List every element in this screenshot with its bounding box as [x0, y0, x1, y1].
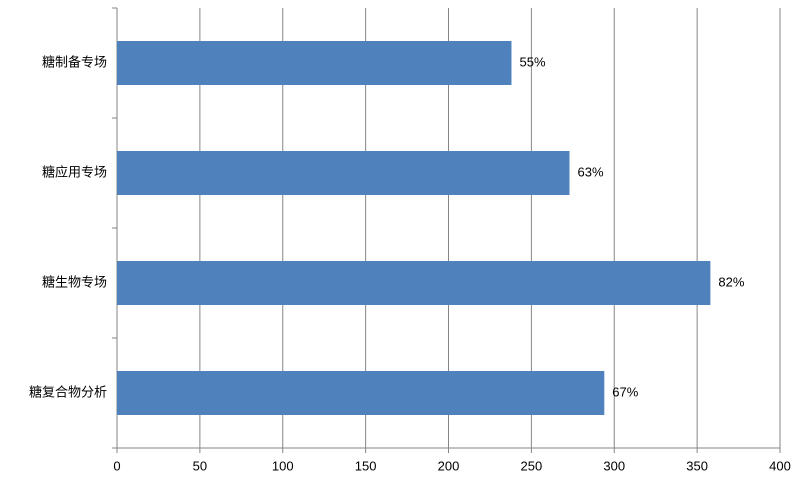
- x-tick-label: 100: [272, 458, 294, 473]
- x-tick-label: 300: [603, 458, 625, 473]
- x-tick-label: 350: [686, 458, 708, 473]
- bar: [117, 41, 512, 85]
- x-tick-label: 50: [193, 458, 207, 473]
- bar: [117, 261, 711, 305]
- x-tick-label: 200: [438, 458, 460, 473]
- bar: [117, 151, 570, 195]
- bar-label: 55%: [519, 54, 545, 69]
- x-tick-label: 400: [769, 458, 791, 473]
- x-tick-label: 150: [355, 458, 377, 473]
- y-tick-label: 糖应用专场: [42, 164, 107, 179]
- bar-label: 82%: [718, 274, 744, 289]
- x-tick-label: 0: [113, 458, 120, 473]
- bar: [117, 371, 605, 415]
- y-tick-label: 糖复合物分析: [29, 384, 107, 399]
- y-tick-label: 糖制备专场: [42, 54, 107, 69]
- bar-label: 63%: [577, 164, 603, 179]
- y-tick-label: 糖生物专场: [42, 274, 107, 289]
- x-tick-label: 250: [521, 458, 543, 473]
- bar-label: 67%: [612, 384, 638, 399]
